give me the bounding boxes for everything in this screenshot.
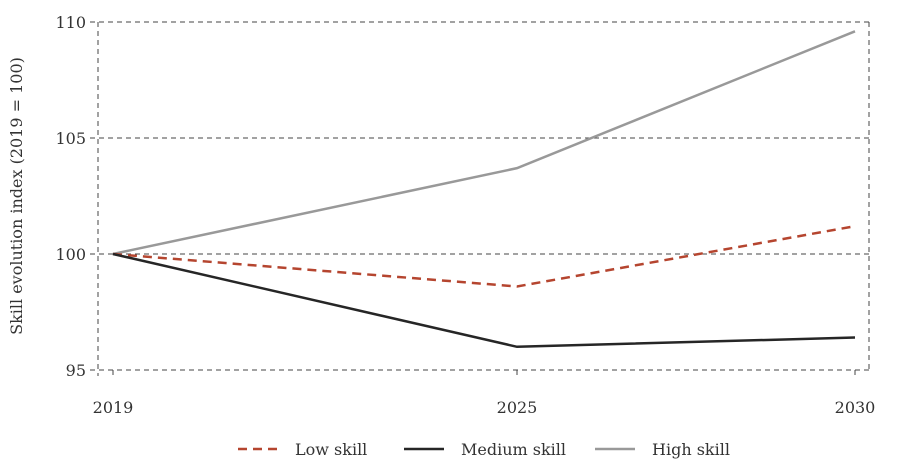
series-lines bbox=[112, 30, 856, 349]
y-axis: 95 100 105 110 bbox=[55, 13, 86, 380]
series-line-high-skill bbox=[112, 30, 856, 256]
y-tick-label: 95 bbox=[66, 361, 86, 380]
y-tick-label: 100 bbox=[55, 245, 86, 264]
x-axis: 2019 2025 2030 bbox=[93, 370, 876, 417]
x-tick-label: 2025 bbox=[497, 398, 538, 417]
y-tick-label: 110 bbox=[55, 13, 86, 32]
grid bbox=[90, 21, 870, 376]
series-line-medium-skill bbox=[112, 252, 856, 349]
legend: Low skill Medium skill High skill bbox=[238, 440, 730, 459]
y-axis-label: Skill evolution index (2019 = 100) bbox=[7, 57, 26, 335]
x-tick-label: 2019 bbox=[93, 398, 134, 417]
legend-label: High skill bbox=[652, 440, 730, 459]
legend-label: Medium skill bbox=[461, 440, 566, 459]
series-line-low-skill bbox=[112, 224, 856, 288]
y-tick-label: 105 bbox=[55, 129, 86, 148]
x-tick-label: 2030 bbox=[835, 398, 876, 417]
legend-label: Low skill bbox=[295, 440, 367, 459]
